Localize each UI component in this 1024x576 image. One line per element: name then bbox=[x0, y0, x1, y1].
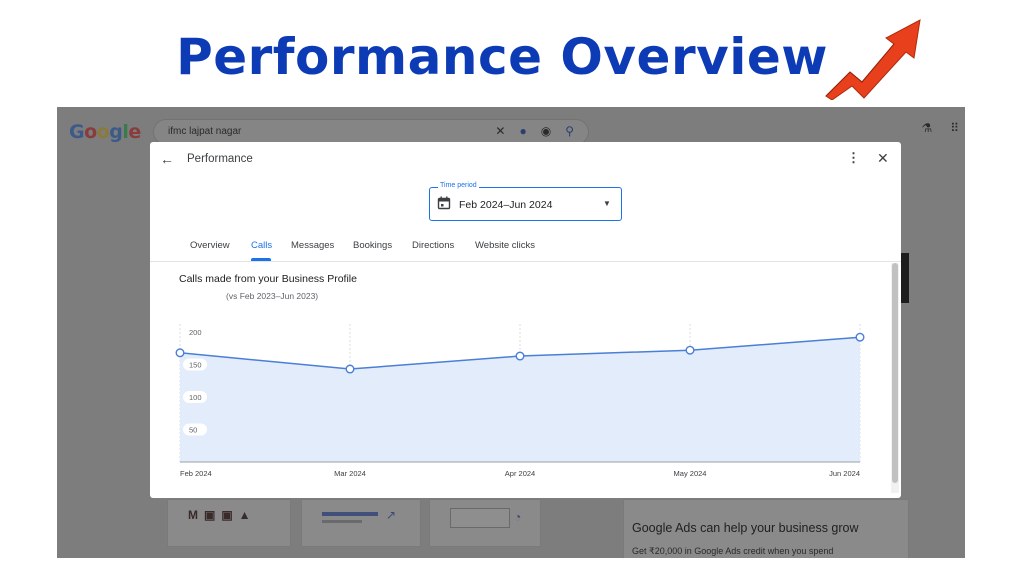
labs-flask-icon[interactable]: ⚗ bbox=[921, 121, 933, 135]
chart-subtitle: (vs Feb 2023–Jun 2023) bbox=[226, 291, 319, 301]
x-tick-label: Mar 2024 bbox=[334, 469, 366, 478]
active-tab-indicator bbox=[251, 258, 271, 261]
ads-card bbox=[623, 499, 909, 558]
ads-title: Google Ads can help your business grow bbox=[632, 521, 859, 535]
y-tick-label: 100 bbox=[189, 393, 202, 402]
search-icon[interactable]: ⚲ bbox=[565, 124, 574, 138]
data-point bbox=[855, 332, 865, 342]
scrollbar-thumb[interactable] bbox=[892, 263, 898, 483]
calendar-icon bbox=[437, 196, 451, 210]
tab-bar: Overview Calls Messages Bookings Directi… bbox=[150, 234, 901, 262]
apps-grid-icon[interactable]: ⠿ bbox=[950, 121, 959, 135]
search-bar[interactable]: ifmc lajpat nagar ✕ ● ◉ ⚲ bbox=[153, 119, 589, 145]
workspace-apps-icon: M▣▣▲ bbox=[188, 508, 257, 522]
close-icon[interactable]: ✕ bbox=[495, 124, 506, 138]
trend-icon: ↗ bbox=[386, 508, 397, 522]
loading-icon: ◔ bbox=[514, 510, 522, 524]
data-point bbox=[685, 345, 695, 355]
more-vert-icon[interactable]: ⋮ bbox=[847, 150, 860, 165]
x-tick-label: Feb 2024 bbox=[180, 469, 212, 478]
data-point bbox=[345, 364, 355, 374]
tab-calls[interactable]: Calls bbox=[251, 240, 273, 251]
y-tick-pill bbox=[183, 391, 207, 403]
background-panel-edge bbox=[899, 253, 909, 303]
back-arrow-icon[interactable]: ← bbox=[160, 151, 174, 167]
mic-icon[interactable]: ● bbox=[519, 124, 527, 138]
y-tick-label: 50 bbox=[189, 426, 197, 435]
time-period-select[interactable]: Time period Feb 2024–Jun 2024 ▼ bbox=[429, 182, 622, 221]
performance-dialog: ← Performance ⋮ ✕ Time period Feb 2024–J… bbox=[150, 142, 901, 498]
y-tick-pill bbox=[183, 423, 207, 436]
time-period-value: Feb 2024–Jun 2024 bbox=[459, 199, 553, 211]
google-logo[interactable]: Google bbox=[69, 121, 141, 143]
background-card: M▣▣▲ bbox=[167, 499, 291, 547]
background-card: ↗ bbox=[301, 499, 421, 547]
y-tick-label: 150 bbox=[189, 361, 202, 370]
data-point bbox=[515, 351, 525, 361]
y-tick-pill bbox=[183, 358, 207, 371]
tab-website-clicks[interactable]: Website clicks bbox=[475, 240, 536, 251]
x-tick-label: May 2024 bbox=[674, 469, 707, 478]
search-input[interactable]: ifmc lajpat nagar bbox=[168, 126, 242, 137]
banner-title: Performance Overview bbox=[176, 28, 828, 86]
y-tick-label: 200 bbox=[189, 328, 202, 337]
x-tick-label: Jun 2024 bbox=[829, 469, 860, 478]
lens-icon[interactable]: ◉ bbox=[540, 124, 552, 138]
tab-bookings[interactable]: Bookings bbox=[353, 240, 393, 251]
screenshot-frame: Google ifmc lajpat nagar ✕ ● ◉ ⚲ ⚗ ⠿ M▣▣… bbox=[57, 107, 965, 558]
background-card: ◔ bbox=[429, 499, 541, 547]
tab-messages[interactable]: Messages bbox=[291, 240, 335, 251]
tab-directions[interactable]: Directions bbox=[412, 240, 455, 251]
area-fill bbox=[180, 337, 860, 462]
time-period-label: Time period bbox=[438, 182, 479, 189]
ads-subtitle: Get ₹20,000 in Google Ads credit when yo… bbox=[632, 546, 834, 556]
close-icon[interactable]: ✕ bbox=[877, 150, 889, 166]
dialog-title: Performance bbox=[187, 153, 253, 165]
calls-chart: 50 100 150 200 Feb 2024 Mar 2024 Apr 2024 May 2… bbox=[175, 324, 865, 478]
chart-title: Calls made from your Business Profile bbox=[179, 273, 357, 285]
x-tick-label: Apr 2024 bbox=[505, 469, 535, 478]
chevron-down-icon: ▼ bbox=[603, 199, 611, 208]
tab-overview[interactable]: Overview bbox=[190, 240, 230, 251]
rising-arrow-icon bbox=[825, 19, 921, 100]
data-point bbox=[175, 348, 185, 358]
